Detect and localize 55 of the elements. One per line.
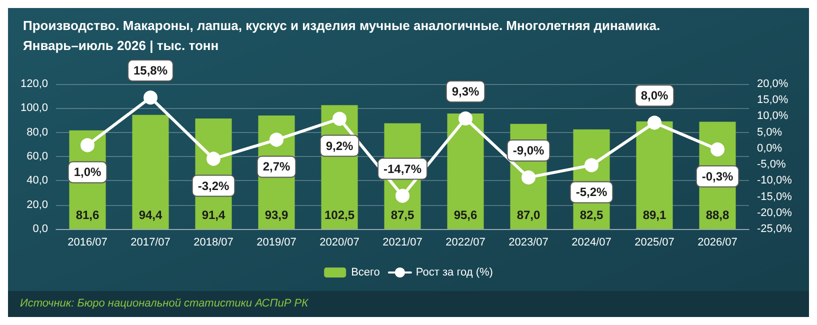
y-tick-label: 100,0 [20, 102, 48, 114]
y2-tick-label: -25,0% [757, 223, 792, 235]
x-tick-label: 2021/07 [382, 236, 422, 248]
y2-tick-label: 0,0% [757, 142, 782, 154]
y2-tick-label: -10,0% [757, 174, 792, 187]
x-tick-label: 2020/07 [320, 236, 360, 248]
x-tick-label: 2022/07 [446, 236, 486, 248]
y2-tick-label: 5,0% [757, 126, 782, 138]
data-label: 1,0% [74, 165, 102, 180]
data-label: -0,3% [702, 169, 734, 184]
y-tick-label: 0,0 [32, 223, 48, 235]
data-label: 2,7% [262, 160, 290, 174]
data-label: 87,0 [516, 208, 540, 222]
data-label: -14,7% [383, 162, 422, 176]
data-label: 89,1 [642, 208, 666, 222]
y2-tick-label: -5,0% [757, 158, 786, 171]
chart-title: Производство. Макароны, лапша, кускус и изделия мучные аналогичные. Многолетняя динамика. [23, 18, 660, 33]
data-label: -3,2% [198, 178, 230, 193]
x-tick-label: 2025/07 [634, 236, 674, 248]
x-tick-label: 2019/07 [256, 236, 296, 248]
legend-label: Рост за год (%) [416, 266, 493, 278]
data-label: 91,4 [202, 208, 226, 222]
x-tick-label: 2024/07 [572, 236, 612, 248]
chart-subtitle: Январь–июль 2026 | тыс. тонн [23, 38, 219, 53]
y2-tick-label: -20,0% [757, 206, 792, 219]
y2-tick-label: 20,0% [757, 78, 788, 90]
y-tick-label: 120,0 [20, 78, 48, 90]
data-label: 94,4 [138, 208, 162, 222]
text: Источник: Бюро национальной статистики АСПиР РК [20, 298, 309, 310]
data-label: -5,2% [576, 185, 608, 200]
data-label: 88,8 [706, 208, 730, 222]
y2-tick-label: 15,0% [757, 94, 788, 106]
data-label: 8,0% [640, 88, 668, 103]
y-tick-label: 60,0 [26, 150, 48, 162]
y2-tick-label: -15,0% [757, 190, 792, 203]
y-tick-label: 40,0 [26, 174, 48, 187]
data-label: 87,5 [390, 208, 414, 222]
data-label: -9,0% [512, 143, 544, 158]
data-label: 81,6 [76, 208, 100, 222]
data-label: 82,5 [580, 208, 604, 222]
data-label: 102,5 [324, 208, 355, 222]
x-tick-label: 2017/07 [130, 236, 170, 248]
x-tick-label: 2023/07 [508, 236, 548, 248]
data-label: 93,9 [264, 208, 288, 222]
y-tick-label: 80,0 [26, 126, 48, 138]
legend-label: Всего [351, 266, 380, 278]
x-tick-label: 2018/07 [194, 236, 234, 248]
y2-tick-label: 10,0% [757, 110, 788, 122]
x-tick-label: 2016/07 [68, 236, 108, 248]
x-tick-label: 2026/07 [698, 236, 738, 248]
data-label: 95,6 [454, 208, 478, 222]
data-label: 15,8% [133, 64, 168, 78]
data-label: 9,3% [452, 84, 480, 98]
data-label: 9,2% [326, 138, 354, 153]
y-tick-label: 20,0 [26, 198, 48, 211]
